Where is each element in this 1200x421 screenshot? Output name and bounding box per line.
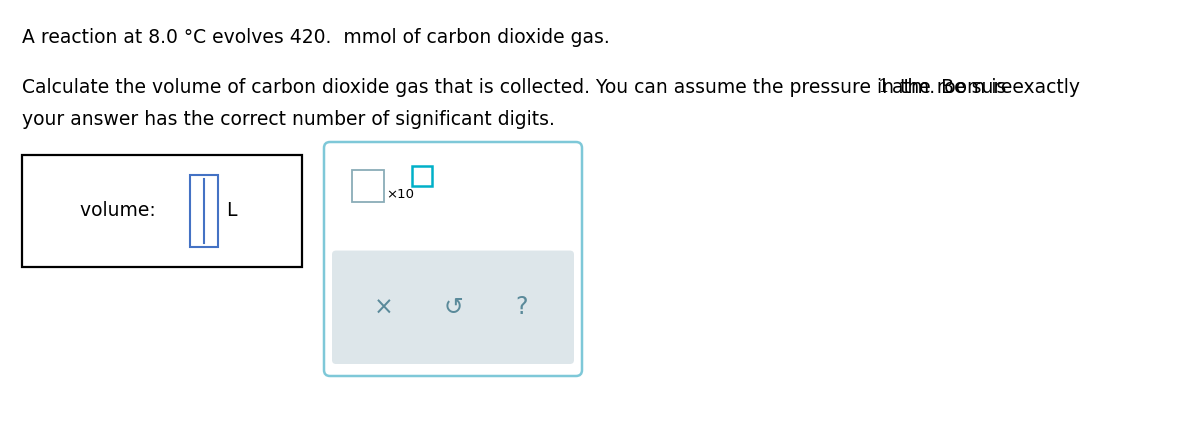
FancyBboxPatch shape xyxy=(324,142,582,376)
Text: ×: × xyxy=(374,295,394,319)
Text: A reaction at 8.0 °C evolves 420.  mmol of carbon dioxide gas.: A reaction at 8.0 °C evolves 420. mmol o… xyxy=(22,28,610,47)
Text: ×10: ×10 xyxy=(386,187,414,200)
Text: your answer has the correct number of significant digits.: your answer has the correct number of si… xyxy=(22,110,554,129)
Text: ?: ? xyxy=(516,295,528,319)
Text: volume:: volume: xyxy=(80,202,162,221)
Bar xyxy=(352,170,384,202)
Bar xyxy=(22,155,302,267)
Text: 1: 1 xyxy=(877,78,889,96)
Text: ↺: ↺ xyxy=(443,295,463,319)
Bar xyxy=(412,166,432,186)
Text: Calculate the volume of carbon dioxide gas that is collected. You can assume the: Calculate the volume of carbon dioxide g… xyxy=(22,78,1086,97)
Bar xyxy=(190,175,218,247)
Text: atm. Be sure: atm. Be sure xyxy=(886,78,1013,97)
FancyBboxPatch shape xyxy=(332,250,574,364)
Text: L: L xyxy=(226,202,236,221)
